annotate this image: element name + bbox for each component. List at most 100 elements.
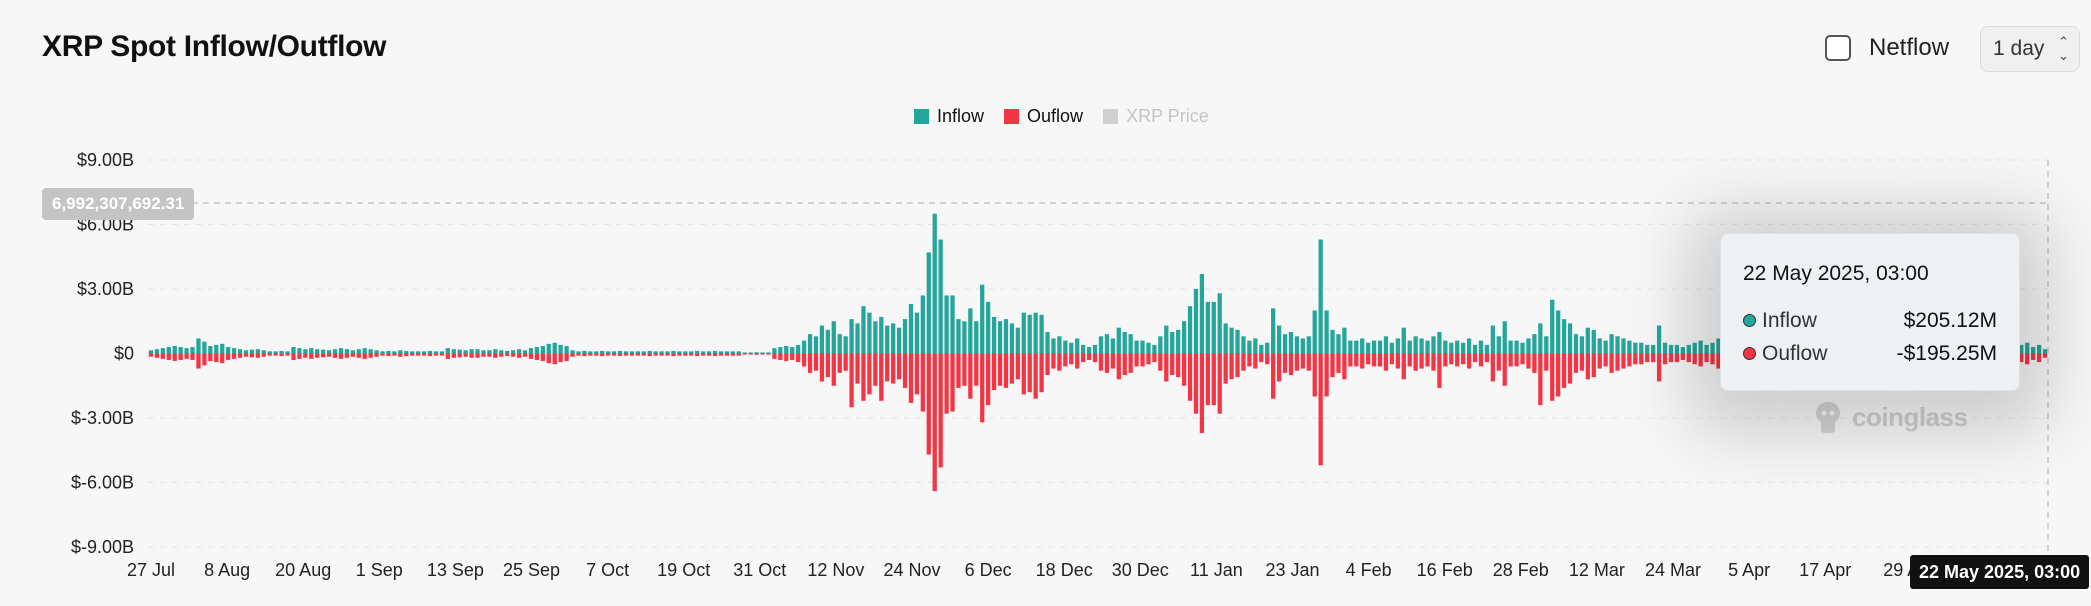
outflow-bar bbox=[1383, 353, 1389, 371]
inflow-bar bbox=[457, 349, 462, 354]
inflow-bar bbox=[279, 350, 284, 354]
inflow-bar bbox=[974, 321, 979, 354]
inflow-bar bbox=[760, 352, 765, 354]
outflow-bar bbox=[1063, 353, 1068, 367]
x-tick-label: 17 Apr bbox=[1799, 560, 1851, 580]
inflow-bar bbox=[1674, 344, 1680, 354]
inflow-bar bbox=[1081, 344, 1086, 354]
inflow-bar bbox=[1294, 336, 1300, 354]
outflow-bar bbox=[1294, 353, 1300, 371]
outflow-bar bbox=[285, 353, 290, 356]
inflow-bar bbox=[1015, 327, 1020, 354]
legend-swatch-inflow bbox=[914, 109, 929, 124]
x-tick-label: 18 Dec bbox=[1036, 560, 1093, 580]
inflow-bar bbox=[392, 351, 397, 354]
legend-swatch-price bbox=[1103, 109, 1119, 124]
outflow-bar bbox=[1247, 353, 1252, 367]
inflow-bar bbox=[718, 351, 724, 354]
inflow-bar bbox=[148, 350, 154, 354]
outflow-bar bbox=[1407, 353, 1412, 367]
inflow-bar bbox=[617, 350, 623, 354]
inflow-bar bbox=[837, 334, 842, 354]
outflow-bar bbox=[1377, 353, 1383, 367]
outflow-bar bbox=[421, 353, 427, 356]
inflow-bar bbox=[1419, 338, 1424, 354]
inflow-bar bbox=[1057, 336, 1062, 354]
outflow-bar bbox=[481, 353, 486, 357]
outflow-bar bbox=[784, 353, 789, 362]
outflow-bar bbox=[1615, 353, 1620, 371]
legend-item-price[interactable]: XRP Price bbox=[1103, 106, 1209, 127]
legend-item-inflow[interactable]: Inflow bbox=[914, 106, 984, 127]
inflow-bar bbox=[1639, 342, 1644, 354]
inflow-bar bbox=[303, 349, 308, 354]
inflow-bar bbox=[843, 336, 848, 354]
inflow-bar bbox=[1134, 340, 1139, 354]
inflow-bar bbox=[1069, 342, 1074, 354]
inflow-bar bbox=[742, 352, 747, 354]
legend-item-outflow[interactable]: Ouflow bbox=[1004, 106, 1083, 127]
outflow-bar bbox=[1395, 353, 1400, 369]
outflow-bar bbox=[932, 353, 937, 492]
watermark-text: coinglass bbox=[1852, 401, 1968, 432]
outflow-bar bbox=[801, 353, 807, 367]
inflow-bar bbox=[1651, 344, 1656, 354]
inflow-bar bbox=[1496, 336, 1501, 354]
netflow-toggle[interactable]: Netflow bbox=[1825, 34, 1949, 62]
inflow-bar bbox=[736, 351, 741, 354]
outflow-bar bbox=[760, 353, 765, 355]
netflow-checkbox[interactable] bbox=[1825, 35, 1851, 61]
inflow-bar bbox=[255, 349, 260, 354]
outflow-bar bbox=[267, 353, 272, 356]
outflow-bar bbox=[1128, 353, 1133, 373]
outflow-bar bbox=[1478, 353, 1484, 367]
inflow-bar bbox=[433, 351, 439, 354]
inflow-bar bbox=[416, 351, 421, 354]
inflow-bar bbox=[606, 351, 611, 354]
outflow-bar bbox=[1051, 353, 1056, 369]
outflow-bar bbox=[1015, 353, 1020, 380]
inflow-bar bbox=[546, 343, 551, 354]
interval-select[interactable]: 1 day ⌃ ⌄ bbox=[1980, 26, 2080, 72]
outflow-bar bbox=[1455, 353, 1460, 367]
outflow-bar bbox=[249, 353, 255, 358]
outflow-bar bbox=[1027, 353, 1032, 393]
inflow-bar bbox=[196, 338, 201, 354]
outflow-bar bbox=[2019, 353, 2024, 363]
outflow-bar bbox=[718, 353, 724, 356]
inflow-bar bbox=[849, 319, 854, 354]
inflow-bar bbox=[980, 284, 985, 354]
inflow-bar bbox=[1371, 340, 1377, 354]
outflow-bar bbox=[332, 353, 338, 358]
inflow-bar bbox=[920, 295, 925, 354]
inflow-bar bbox=[1567, 323, 1573, 354]
inflow-bar bbox=[1199, 273, 1205, 354]
inflow-bar bbox=[1098, 336, 1104, 354]
outflow-bar bbox=[1645, 353, 1650, 363]
outflow-bar bbox=[611, 353, 617, 356]
inflow-bar bbox=[1532, 334, 1537, 354]
outflow-bar bbox=[1401, 353, 1406, 380]
inflow-bar bbox=[243, 350, 249, 354]
outflow-bar bbox=[528, 353, 534, 359]
outflow-bar bbox=[796, 353, 801, 363]
outflow-bar bbox=[499, 353, 504, 357]
outflow-bar bbox=[659, 353, 664, 356]
outflow-bar bbox=[427, 353, 433, 357]
outflow-bar bbox=[505, 353, 510, 357]
outflow-bar bbox=[445, 353, 450, 359]
inflow-bar bbox=[1187, 306, 1193, 354]
outflow-bar bbox=[623, 353, 629, 356]
outflow-bar bbox=[701, 353, 706, 356]
inflow-bar bbox=[1241, 336, 1246, 354]
inflow-bar bbox=[160, 348, 165, 354]
inflow-bar bbox=[896, 327, 902, 354]
netflow-label: Netflow bbox=[1869, 34, 1950, 61]
outflow-bar bbox=[582, 353, 587, 357]
y-tick-label: $-6.00B bbox=[71, 473, 134, 493]
inflow-bar bbox=[1389, 342, 1395, 354]
chart-tooltip: 22 May 2025, 03:00 Inflow $205.12M Ouflo… bbox=[1720, 233, 2020, 391]
inflow-bar bbox=[1556, 310, 1561, 354]
y-tick-label: $3.00B bbox=[77, 279, 134, 299]
inflow-bar bbox=[1377, 340, 1383, 354]
